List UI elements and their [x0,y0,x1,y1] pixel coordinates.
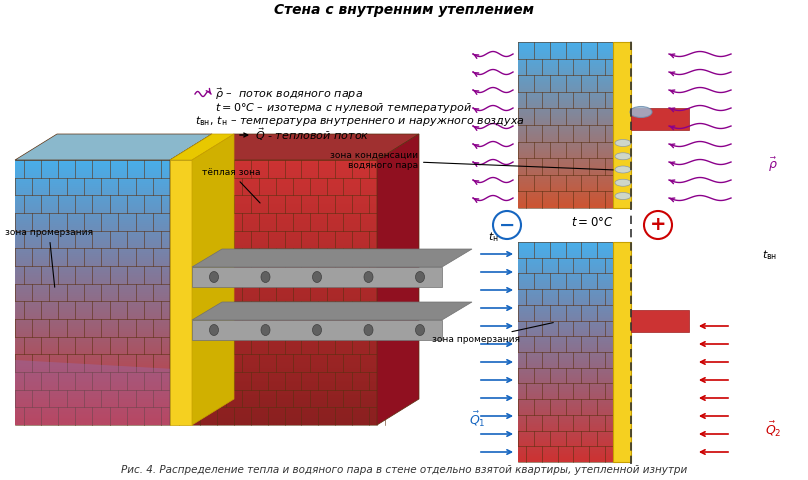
Text: +: + [650,216,667,235]
Polygon shape [192,249,472,267]
Ellipse shape [364,272,373,283]
Bar [631,108,689,130]
Bar [192,267,442,287]
Ellipse shape [209,324,218,336]
Ellipse shape [313,272,322,283]
Bar [631,310,689,332]
Polygon shape [192,134,419,160]
Bar [613,242,631,462]
Polygon shape [170,134,212,425]
Ellipse shape [615,179,631,186]
Ellipse shape [364,324,373,336]
Ellipse shape [615,192,631,200]
Polygon shape [192,302,472,320]
Polygon shape [15,134,212,160]
Text: зона конденсации
водяного пара: зона конденсации водяного пара [330,151,613,170]
Ellipse shape [209,272,218,283]
Polygon shape [192,134,234,425]
Bar [170,160,192,425]
Text: Рис. 4. Распределение тепла и водяного пара в стене отдельно взятой квартиры, ут: Рис. 4. Распределение тепла и водяного п… [121,465,687,475]
Text: $t_{\mathrm{н}}$: $t_{\mathrm{н}}$ [488,230,499,244]
Ellipse shape [261,272,270,283]
Text: $\vec{\rho}$: $\vec{\rho}$ [768,156,778,174]
Polygon shape [377,134,419,425]
Ellipse shape [415,272,424,283]
Polygon shape [170,134,234,160]
Ellipse shape [313,324,322,336]
Text: $\vec{Q}$ - тепловой поток: $\vec{Q}$ - тепловой поток [255,127,369,144]
Ellipse shape [615,166,631,173]
Ellipse shape [261,324,270,336]
Text: $t = 0°C$ – изотерма с нулевой температурой: $t = 0°C$ – изотерма с нулевой температу… [215,101,472,115]
Ellipse shape [615,153,631,160]
Text: $\vec{\rho}$ –  поток водяного пара: $\vec{\rho}$ – поток водяного пара [215,86,363,102]
Text: зона промерзания: зона промерзания [5,228,93,287]
Circle shape [644,211,672,239]
Text: $t_{\mathrm{вн}},\, t_{\mathrm{н}}$ – температура внутреннего и наружного воздух: $t_{\mathrm{вн}},\, t_{\mathrm{н}}$ – те… [195,114,525,128]
Text: зона промерзания: зона промерзания [432,323,553,344]
Bar [613,42,631,208]
Ellipse shape [615,140,631,146]
Text: $\vec{Q}_2$: $\vec{Q}_2$ [764,420,781,439]
Text: Стена с внутренним утеплением: Стена с внутренним утеплением [274,3,534,17]
Text: $t_{\mathrm{вн}}$: $t_{\mathrm{вн}}$ [762,248,777,262]
Text: тёплая зона: тёплая зона [202,168,260,203]
Bar [192,320,442,340]
Ellipse shape [415,324,424,336]
Text: $\vec{Q}_1$: $\vec{Q}_1$ [469,410,486,429]
Circle shape [493,211,521,239]
Text: $t = 0°C$: $t = 0°C$ [570,216,613,228]
Ellipse shape [630,107,652,118]
Polygon shape [15,360,192,425]
Text: −: − [499,216,516,235]
